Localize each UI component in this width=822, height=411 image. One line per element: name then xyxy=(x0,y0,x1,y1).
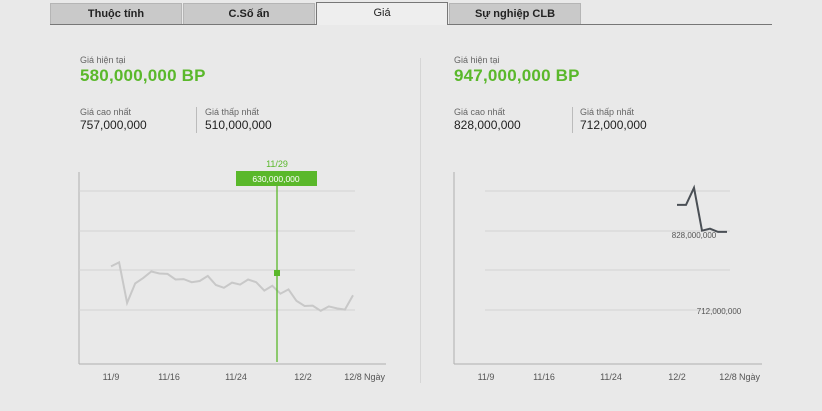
high-price-label: Giá cao nhất xyxy=(454,107,506,117)
x-tick-label: 12/8 xyxy=(719,372,737,382)
low-price-value: 712,000,000 xyxy=(580,118,647,132)
tooltip-date: 11/29 xyxy=(266,159,288,169)
tab-price[interactable]: Giá xyxy=(316,2,448,25)
current-price-value: 580,000,000 BP xyxy=(80,66,206,85)
current-price-value: 947,000,000 BP xyxy=(454,66,580,85)
left-price-chart: 11/29 630,000,000 11/9 11/16 11/24 12/2 … xyxy=(78,159,386,382)
low-price-value: 510,000,000 xyxy=(205,118,272,132)
high-price-value: 757,000,000 xyxy=(80,118,147,132)
low-price-stat: Giá thấp nhất 712,000,000 xyxy=(580,107,647,132)
x-tick-label: 11/16 xyxy=(533,372,555,382)
x-tick-label: 12/8 xyxy=(344,372,362,382)
current-price-label: Giá hiện tại xyxy=(454,55,500,65)
tab-hidden-stats[interactable]: C.Số ẩn xyxy=(183,3,315,24)
tab-club-career[interactable]: Sự nghiệp CLB xyxy=(449,3,581,24)
hover-marker[interactable] xyxy=(274,270,280,276)
price-series-line xyxy=(110,260,354,312)
x-tick-label: 12/2 xyxy=(294,372,312,382)
stat-separator xyxy=(572,107,573,133)
right-price-chart: 828,000,000 712,000,000 11/9 11/16 11/24… xyxy=(453,172,762,382)
x-tick-label: 11/16 xyxy=(158,372,180,382)
x-tick-label: 12/2 xyxy=(668,372,686,382)
stat-separator xyxy=(196,107,197,133)
x-axis-unit-label: Ngày xyxy=(739,372,761,382)
x-tick-label: 11/9 xyxy=(478,372,495,382)
min-price-annotation: 712,000,000 xyxy=(697,307,742,316)
high-price-stat: Giá cao nhất 757,000,000 xyxy=(80,107,147,132)
price-series-line xyxy=(677,184,727,233)
x-tick-label: 11/9 xyxy=(103,372,120,382)
high-price-label: Giá cao nhất xyxy=(80,107,132,117)
low-price-label: Giá thấp nhất xyxy=(205,107,260,117)
max-price-annotation: 828,000,000 xyxy=(672,231,717,240)
x-tick-label: 11/24 xyxy=(600,372,622,382)
tab-bar: Thuộc tính C.Số ẩn Giá Sự nghiệp CLB xyxy=(50,2,772,25)
right-price-panel: Giá hiện tại 947,000,000 BP xyxy=(454,55,580,86)
low-price-stat: Giá thấp nhất 510,000,000 xyxy=(205,107,272,132)
panel-divider xyxy=(420,58,421,383)
left-price-panel: Giá hiện tại 580,000,000 BP xyxy=(80,55,206,86)
tooltip-box xyxy=(236,171,317,186)
tab-attributes[interactable]: Thuộc tính xyxy=(50,3,182,24)
low-price-label: Giá thấp nhất xyxy=(580,107,635,117)
x-tick-label: 11/24 xyxy=(225,372,247,382)
high-price-stat: Giá cao nhất 828,000,000 xyxy=(454,107,521,132)
current-price-label: Giá hiện tại xyxy=(80,55,126,65)
high-price-value: 828,000,000 xyxy=(454,118,521,132)
tooltip-value: 630,000,000 xyxy=(252,174,300,184)
x-axis-unit-label: Ngày xyxy=(364,372,386,382)
